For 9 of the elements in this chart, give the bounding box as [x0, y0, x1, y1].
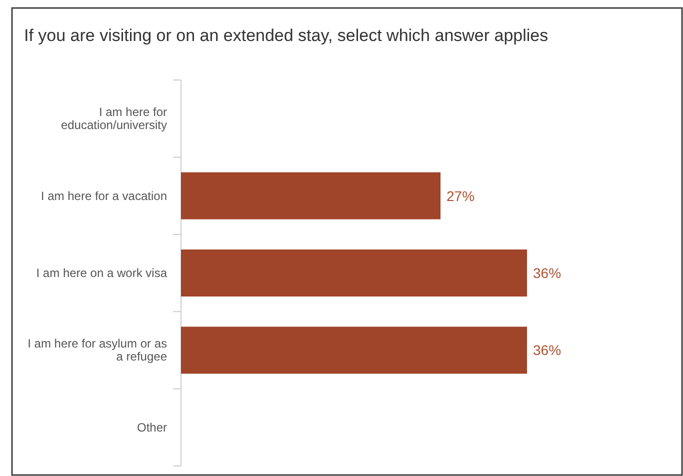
y-tick-label: Other [136, 420, 167, 434]
y-tick-label: I am here for asylum or as a refugee [28, 336, 168, 364]
y-tick-label: I am here for a vacation [40, 188, 167, 203]
data-label: 27% [446, 188, 475, 204]
data-label: 36% [533, 265, 562, 281]
data-label: 36% [533, 342, 562, 358]
y-tick-label: I am here for education/university [60, 105, 167, 132]
chart-title: If you are visiting or on an extended stay, select which answer applies [24, 26, 548, 45]
y-tick-label: I am here on a work visa [36, 266, 168, 280]
